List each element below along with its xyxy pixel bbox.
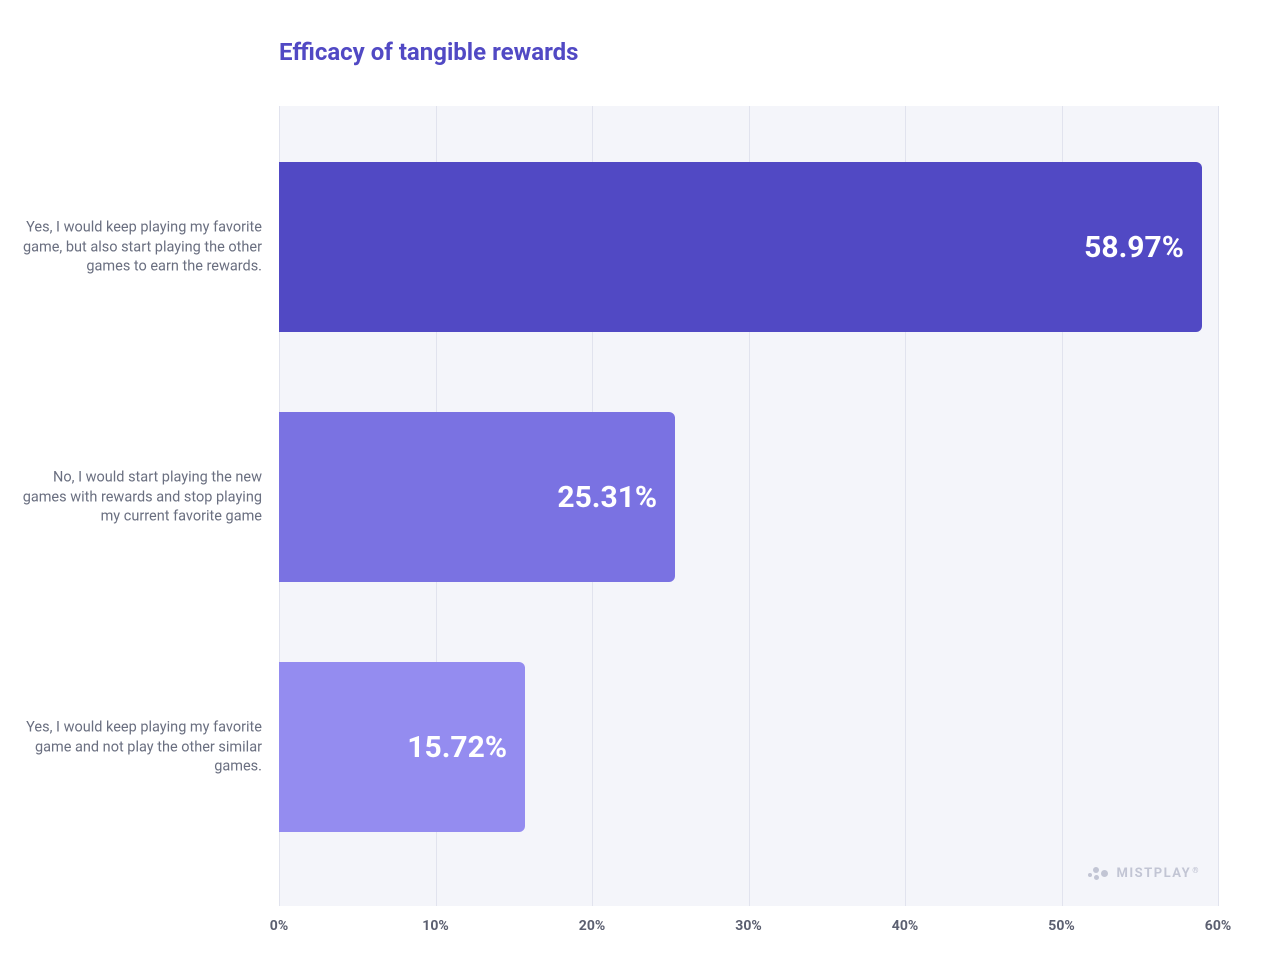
chart-container: Efficacy of tangible rewards Source: The… [0, 0, 1280, 974]
x-tick-label: 10% [422, 918, 448, 934]
bar-value-label: 58.97% [1084, 230, 1184, 265]
x-tick-label: 30% [735, 918, 761, 934]
brand-reg-mark: ® [1192, 866, 1200, 875]
bar-value-label: 15.72% [407, 730, 507, 765]
brand-logo: MISTPLAY® [1088, 864, 1200, 882]
x-tick-label: 0% [270, 918, 288, 934]
bar: 25.31% [279, 412, 675, 582]
bar-value-label: 25.31% [557, 480, 657, 515]
category-label: Yes, I would keep playing my favorite ga… [12, 718, 262, 777]
bar: 58.97% [279, 162, 1202, 332]
gridline [1218, 106, 1219, 906]
x-tick-label: 50% [1048, 918, 1074, 934]
chart-title: Efficacy of tangible rewards [279, 38, 578, 66]
category-label: No, I would start playing the new games … [12, 468, 262, 527]
brand-name-text: MISTPLAY [1116, 866, 1191, 881]
category-label: Yes, I would keep playing my favorite ga… [12, 218, 262, 277]
x-tick-label: 60% [1205, 918, 1231, 934]
x-tick-label: 20% [579, 918, 605, 934]
bar: 15.72% [279, 662, 525, 832]
x-tick-label: 40% [892, 918, 918, 934]
brand-name: MISTPLAY® [1116, 866, 1200, 881]
brand-dots-icon [1088, 864, 1110, 882]
